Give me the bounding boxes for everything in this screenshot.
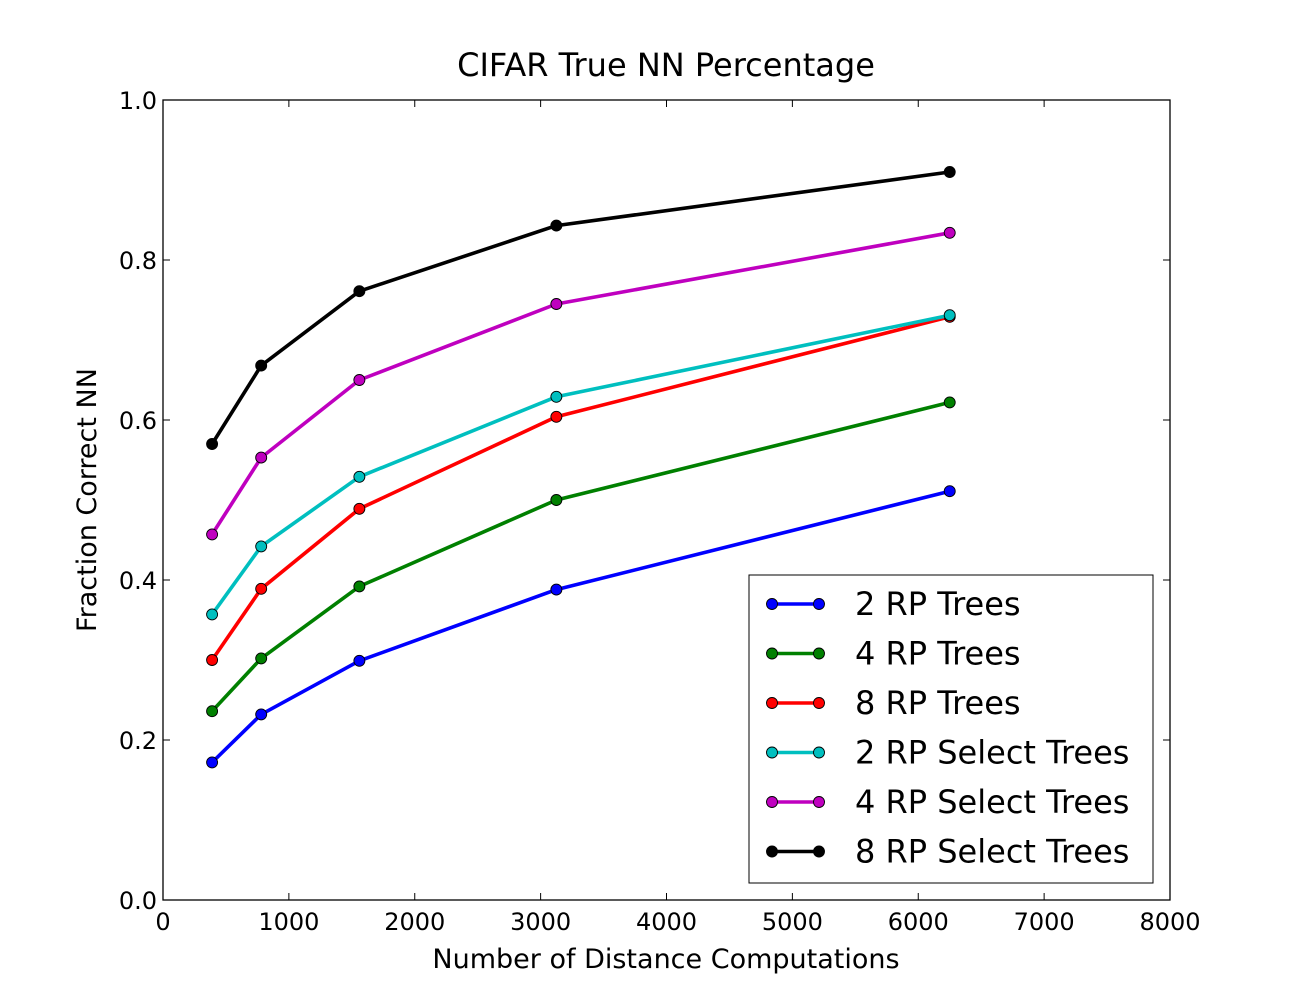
legend-label: 2 RP Trees — [855, 585, 1021, 623]
legend-marker — [766, 697, 778, 709]
legend-item: 8 RP Trees — [766, 684, 1021, 722]
legend-marker — [813, 746, 825, 759]
data-point — [206, 528, 219, 541]
data-point — [353, 285, 366, 298]
data-point — [550, 494, 563, 506]
data-point — [255, 359, 268, 372]
x-tick-label: 1000 — [258, 908, 319, 936]
data-point — [255, 652, 268, 665]
plot-frame — [162, 99, 1171, 901]
y-tick-label: 0.8 — [119, 247, 157, 275]
series-6 — [206, 166, 956, 450]
legend-label: 8 RP Select Trees — [855, 833, 1129, 871]
legend-label: 8 RP Trees — [855, 684, 1021, 722]
legend-marker — [766, 647, 778, 660]
data-point — [255, 708, 268, 721]
x-tick-label: 6000 — [888, 908, 949, 936]
data-point — [943, 226, 956, 239]
legend-marker — [766, 845, 778, 858]
x-tick-label: 3000 — [510, 908, 571, 936]
data-point — [550, 298, 563, 310]
x-tick-label: 0 — [155, 908, 170, 936]
legend-item: 2 RP Select Trees — [766, 734, 1129, 772]
data-point — [550, 219, 563, 232]
legend-marker — [813, 845, 825, 858]
x-axis-label: Number of Distance Computations — [432, 944, 899, 975]
series-1 — [206, 485, 956, 769]
legend-marker — [813, 796, 825, 808]
data-point — [206, 756, 219, 769]
x-tick-label: 2000 — [384, 908, 445, 936]
legend-item: 4 RP Trees — [766, 635, 1021, 673]
legend-marker — [766, 746, 778, 759]
data-point — [943, 166, 956, 178]
x-axis-ticks: 0 1000 2000 3000 4000 5000 6000 7000 8000 — [155, 100, 1201, 936]
x-tick-label: 7000 — [1014, 908, 1075, 936]
legend-marker — [766, 598, 778, 610]
data-point — [255, 582, 268, 595]
legend-marker — [813, 697, 825, 709]
series-4 — [206, 309, 956, 621]
data-point — [206, 608, 219, 621]
legend-item: 2 RP Trees — [766, 585, 1021, 623]
data-point — [206, 705, 219, 718]
y-tick-label: 0.4 — [119, 567, 157, 595]
data-point — [353, 580, 366, 593]
x-tick-label: 8000 — [1139, 908, 1200, 936]
legend-marker — [813, 598, 825, 610]
legend-label: 2 RP Select Trees — [855, 734, 1129, 772]
data-point — [206, 438, 219, 450]
legend-item: 8 RP Select Trees — [766, 833, 1129, 871]
legend-label: 4 RP Select Trees — [855, 783, 1129, 821]
legend-label: 4 RP Trees — [855, 635, 1021, 673]
data-point — [943, 485, 956, 498]
plot-series — [206, 166, 956, 769]
series-2 — [206, 396, 956, 718]
x-tick-label: 5000 — [762, 908, 823, 936]
series-5 — [206, 226, 956, 541]
data-point — [353, 470, 366, 483]
legend-marker — [813, 647, 825, 660]
data-point — [550, 410, 563, 423]
data-point — [206, 654, 219, 666]
legend-item: 4 RP Select Trees — [766, 783, 1129, 821]
data-point — [943, 309, 956, 322]
data-point — [255, 540, 268, 553]
data-point — [353, 374, 366, 386]
legend-marker — [766, 796, 778, 808]
data-point — [550, 390, 563, 403]
data-point — [353, 654, 366, 667]
y-axis-label: Fraction Correct NN — [72, 368, 103, 632]
data-point — [353, 502, 366, 515]
y-axis-ticks: 0.0 0.2 0.4 0.6 0.8 1.0 — [119, 87, 1170, 915]
legend-box — [748, 574, 1154, 884]
data-point — [943, 396, 956, 409]
data-point — [550, 583, 563, 596]
legend: 2 RP Trees 4 RP Trees 8 RP Trees 2 RP Selec… — [748, 574, 1154, 884]
x-tick-label: 4000 — [636, 908, 697, 936]
y-tick-label: 0.0 — [119, 887, 157, 915]
data-point — [255, 451, 268, 464]
y-tick-label: 1.0 — [119, 87, 157, 115]
y-tick-label: 0.6 — [119, 407, 157, 435]
chart-title: CIFAR True NN Percentage — [457, 46, 875, 84]
y-tick-label: 0.2 — [119, 727, 157, 755]
